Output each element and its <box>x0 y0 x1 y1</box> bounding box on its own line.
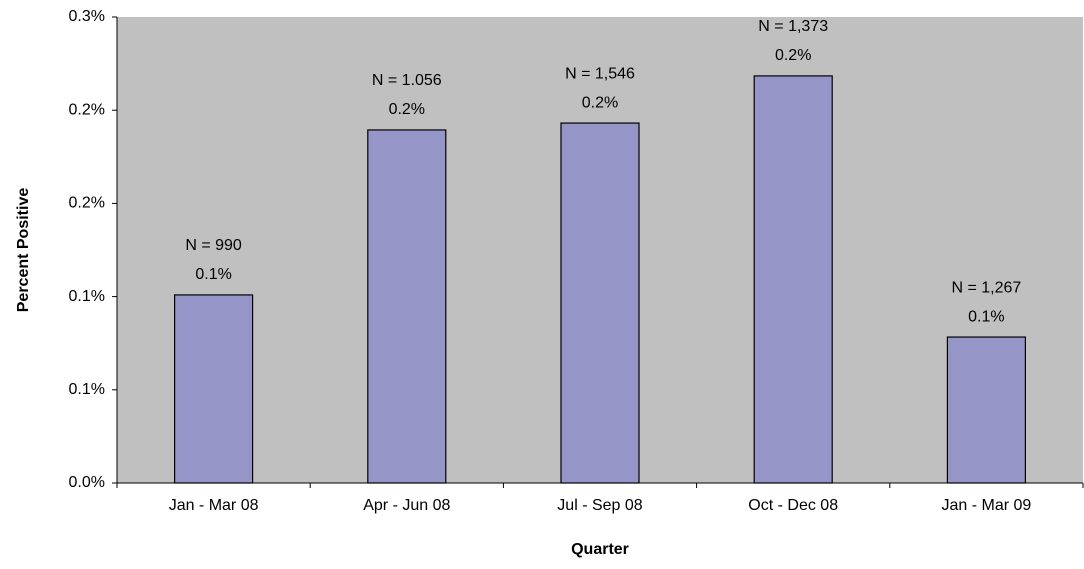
bar <box>560 122 640 484</box>
x-tick-label: Jan - Mar 08 <box>169 497 259 514</box>
annotation: N = 990 <box>185 237 242 254</box>
bar <box>946 336 1027 484</box>
y-tick-label: 0.1% <box>69 381 105 398</box>
y-tick-label: 0.0% <box>69 474 105 491</box>
x-axis-title: Quarter <box>571 541 629 558</box>
annotation: N = 1,267 <box>951 279 1021 296</box>
bar <box>367 129 447 484</box>
x-tick-label: Apr - Jun 08 <box>363 497 450 514</box>
y-tick-label: 0.2% <box>69 195 105 212</box>
value-label: 0.2% <box>582 94 618 111</box>
bar <box>174 294 254 484</box>
value-label: 0.1% <box>195 266 231 283</box>
value-label: 0.2% <box>775 47 811 64</box>
annotation: N = 1,546 <box>565 65 635 82</box>
bar <box>753 75 833 484</box>
y-tick-label: 0.1% <box>69 288 105 305</box>
y-tick-label: 0.3% <box>69 8 105 25</box>
value-label: 0.1% <box>968 308 1004 325</box>
x-tick-label: Jul - Sep 08 <box>557 497 642 514</box>
y-tick-label: 0.2% <box>69 101 105 118</box>
value-label: 0.2% <box>389 101 425 118</box>
x-tick-label: Jan - Mar 09 <box>941 497 1031 514</box>
x-tick-label: Oct - Dec 08 <box>748 497 838 514</box>
annotation: N = 1,373 <box>758 18 828 35</box>
annotation: N = 1.056 <box>372 72 442 89</box>
y-axis-title: Percent Positive <box>15 188 32 313</box>
